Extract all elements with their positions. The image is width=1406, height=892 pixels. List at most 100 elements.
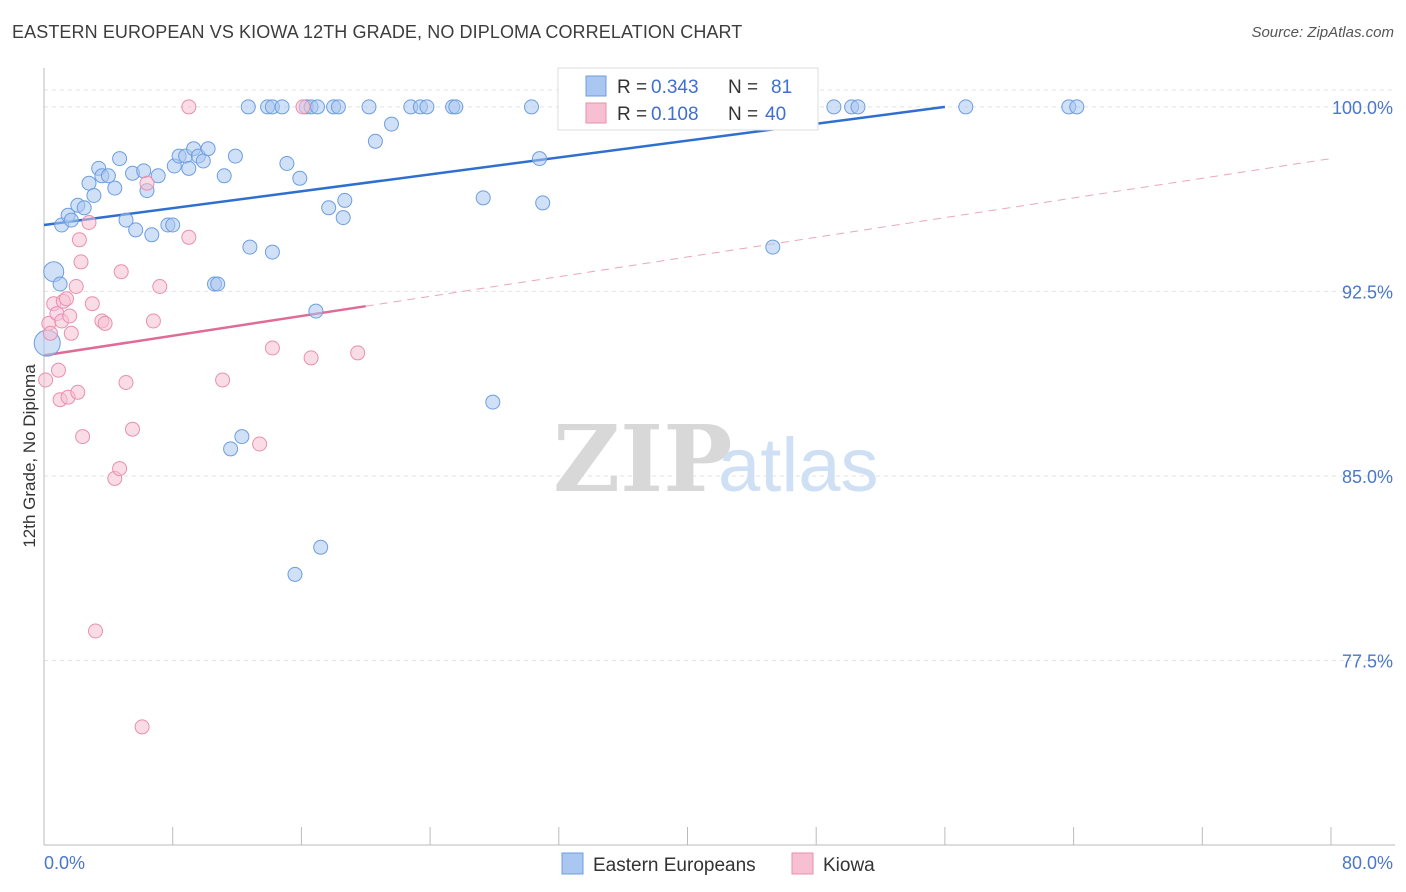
point-kiowa-27	[125, 421, 140, 437]
point-kiowa-17	[75, 429, 91, 445]
point-kiowa-24	[112, 461, 128, 477]
x-tick-label-max: 80.0%	[1342, 853, 1393, 873]
point-eastern-europeans-49	[308, 303, 324, 319]
watermark-zip: ZIP	[553, 405, 732, 513]
y-axis-title: 12th Grade, No Diploma	[20, 364, 39, 548]
point-kiowa-33	[181, 99, 197, 115]
point-kiowa-0	[38, 372, 54, 388]
point-eastern-europeans-17	[128, 222, 144, 238]
point-kiowa-37	[295, 99, 311, 115]
legend-n-value-1: 81	[771, 77, 792, 98]
point-eastern-europeans-14	[112, 151, 128, 167]
point-kiowa-28	[134, 719, 150, 735]
point-kiowa-2	[42, 325, 58, 341]
point-eastern-europeans-56	[337, 192, 353, 208]
point-kiowa-18	[81, 215, 97, 230]
y-tick-label-1: 92.5%	[1342, 282, 1393, 302]
point-eastern-europeans-13	[107, 180, 123, 196]
x-tick-label-min: 0.0%	[44, 853, 85, 873]
legend-swatch-eastern-europeans	[585, 75, 607, 97]
point-eastern-europeans-7	[76, 200, 92, 216]
point-eastern-europeans-59	[384, 116, 399, 132]
point-eastern-europeans-41	[264, 244, 280, 260]
point-eastern-europeans-45	[287, 566, 303, 582]
point-eastern-europeans-62	[419, 99, 435, 115]
bottom-legend-swatch-kiowa	[791, 852, 814, 875]
point-eastern-europeans-78	[958, 99, 974, 115]
chart-title: EASTERN EUROPEAN VS KIOWA 12TH GRADE, NO…	[12, 22, 743, 42]
point-eastern-europeans-68	[535, 195, 551, 211]
data-points	[33, 99, 1085, 735]
point-eastern-europeans-54	[330, 99, 346, 115]
point-eastern-europeans-75	[826, 99, 842, 115]
bottom-legend-label-eastern-europeans: Eastern Europeans	[593, 855, 756, 876]
point-kiowa-32	[181, 229, 197, 245]
point-eastern-europeans-37	[234, 429, 250, 445]
point-eastern-europeans-2	[52, 276, 68, 292]
point-eastern-europeans-38	[240, 99, 256, 115]
point-eastern-europeans-18	[136, 163, 152, 179]
legend-r-value-2: 0.108	[651, 104, 699, 125]
point-eastern-europeans-39	[242, 239, 258, 255]
point-kiowa-13	[68, 279, 84, 294]
point-eastern-europeans-50	[310, 99, 325, 115]
point-kiowa-29	[139, 175, 155, 191]
point-eastern-europeans-21	[150, 168, 166, 184]
trend-line-ext-1	[365, 158, 1332, 307]
point-kiowa-35	[252, 436, 268, 452]
legend-swatch-kiowa	[585, 102, 607, 124]
bottom-legend-label-kiowa: Kiowa	[823, 855, 875, 876]
point-kiowa-12	[63, 325, 79, 341]
y-tick-label-3: 77.5%	[1342, 651, 1393, 671]
legend-n-label-2: N =	[728, 104, 758, 125]
point-kiowa-30	[145, 313, 161, 329]
legend-n-label-1: N =	[728, 77, 758, 98]
legend-r-label-1: R =	[617, 77, 647, 98]
point-eastern-europeans-31	[200, 141, 216, 157]
point-eastern-europeans-64	[448, 99, 464, 115]
point-eastern-europeans-80	[1069, 99, 1085, 115]
point-eastern-europeans-23	[165, 217, 181, 233]
point-eastern-europeans-58	[367, 133, 383, 149]
point-kiowa-22	[97, 315, 113, 331]
point-eastern-europeans-20	[144, 227, 160, 243]
point-eastern-europeans-46	[292, 170, 308, 186]
point-eastern-europeans-51	[313, 539, 329, 555]
point-eastern-europeans-35	[223, 441, 239, 457]
point-eastern-europeans-57	[361, 99, 377, 115]
point-eastern-europeans-27	[181, 160, 197, 176]
legend-r-value-1: 0.343	[651, 77, 699, 98]
grid-lines	[44, 89, 1395, 661]
point-eastern-europeans-34	[216, 168, 232, 184]
point-kiowa-14	[70, 384, 86, 400]
y-tick-label-0: 100.0%	[1332, 98, 1393, 118]
point-eastern-europeans-12	[100, 168, 116, 184]
point-eastern-europeans-66	[485, 394, 501, 410]
point-eastern-europeans-9	[86, 188, 102, 203]
point-kiowa-39	[350, 345, 366, 361]
point-eastern-europeans-15	[118, 212, 134, 228]
legend: R = 0.343 N = 81 R = 0.108 N = 40	[557, 67, 819, 131]
point-kiowa-25	[113, 264, 129, 280]
point-eastern-europeans-36	[227, 148, 243, 164]
point-eastern-europeans-65	[475, 190, 491, 206]
trend-lines	[43, 105, 1332, 357]
point-eastern-europeans-44	[279, 156, 295, 171]
point-kiowa-9	[59, 291, 74, 307]
point-kiowa-19	[84, 296, 100, 312]
axes	[43, 68, 1395, 846]
watermark-atlas: atlas	[718, 423, 879, 508]
point-eastern-europeans-55	[335, 210, 351, 226]
point-kiowa-15	[71, 232, 87, 248]
point-eastern-europeans-52	[321, 200, 337, 216]
point-eastern-europeans-69	[532, 151, 547, 167]
point-eastern-europeans-33	[210, 276, 226, 292]
legend-r-label-2: R =	[617, 104, 647, 125]
point-kiowa-11	[62, 308, 78, 324]
bottom-legend: Eastern Europeans Kiowa	[561, 852, 875, 876]
point-eastern-europeans-77	[850, 99, 866, 115]
point-kiowa-20	[88, 623, 103, 639]
point-eastern-europeans-43	[274, 99, 290, 115]
watermark: ZIP atlas	[553, 405, 879, 513]
